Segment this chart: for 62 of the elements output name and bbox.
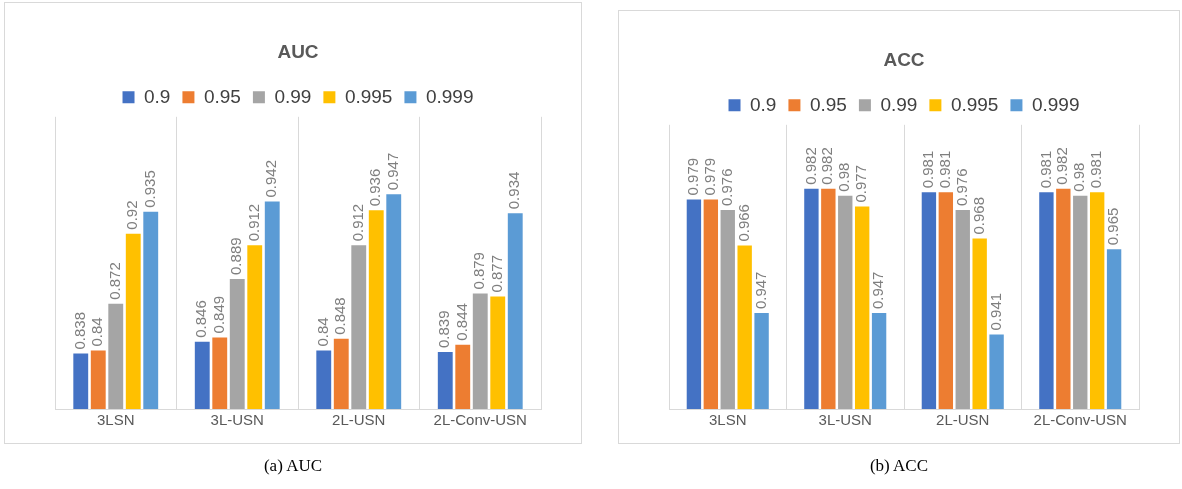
chart-title: ACC	[883, 48, 925, 70]
x-tick-label: 2L-USN	[332, 411, 386, 429]
data-label: 0.947	[869, 271, 887, 310]
data-label: 0.879	[470, 252, 488, 290]
x-tick-label: 2L-Conv-USN	[1033, 411, 1127, 429]
x-tick-label: 3L-USN	[818, 411, 872, 429]
data-label: 0.935	[140, 170, 158, 208]
x-tick-label: 2L-Conv-USN	[433, 411, 527, 429]
data-label: 0.981	[1087, 150, 1105, 189]
data-label: 0.947	[751, 271, 769, 310]
data-label: 0.98	[835, 162, 853, 192]
data-label: 0.912	[348, 203, 366, 242]
data-label: 0.942	[262, 159, 280, 198]
legend-label: 0.9	[144, 85, 171, 107]
data-label: 0.976	[952, 168, 970, 207]
legend-label: 0.999	[425, 85, 474, 107]
chart-title: AUC	[277, 40, 319, 62]
x-tick-label: 3L-USN	[210, 411, 264, 429]
text: (b) ACC	[868, 456, 930, 476]
data-label: 0.982	[818, 147, 836, 185]
data-label: 0.872	[105, 262, 123, 300]
data-label: 0.934	[505, 171, 523, 210]
data-label: 0.839	[435, 310, 453, 349]
data-label: 0.98	[1070, 162, 1088, 192]
data-label: 0.889	[227, 237, 245, 275]
data-label: 0.848	[331, 297, 349, 335]
data-label: 0.84	[88, 317, 106, 347]
legend-label: 0.95	[203, 85, 241, 107]
data-label: 0.977	[852, 164, 870, 203]
data-label: 0.846	[192, 300, 210, 338]
data-label: 0.965	[1104, 207, 1122, 246]
data-label: 0.981	[935, 150, 953, 189]
data-label: 0.981	[919, 150, 937, 189]
x-tick-label: 2L-USN	[936, 411, 990, 429]
data-label: 0.982	[1053, 147, 1071, 185]
data-label: 0.968	[969, 196, 987, 235]
legend-label: 0.995	[344, 85, 393, 107]
data-label: 0.912	[244, 203, 262, 242]
data-label: 0.936	[366, 168, 384, 207]
data-label: 0.92	[123, 200, 141, 230]
data-label: 0.981	[1036, 150, 1054, 189]
x-tick-label: 3LSN	[96, 411, 135, 429]
data-label: 0.844	[452, 303, 470, 341]
legend-label: 0.99	[274, 85, 312, 107]
data-label: 0.979	[684, 157, 702, 196]
data-label: 0.84	[313, 317, 331, 347]
data-label: 0.976	[717, 168, 735, 207]
legend-label: 0.95	[809, 93, 847, 115]
data-label: 0.849	[209, 295, 227, 334]
data-label: 0.979	[700, 157, 718, 196]
data-label: 0.838	[70, 311, 88, 350]
data-label: 0.941	[986, 292, 1004, 331]
x-tick-label: 3LSN	[708, 411, 747, 429]
data-label: 0.877	[487, 254, 505, 293]
legend-label: 0.995	[950, 93, 999, 115]
data-label: 0.982	[801, 147, 819, 185]
data-label: 0.947	[383, 152, 401, 191]
text: (a) AUC	[262, 456, 324, 476]
legend-label: 0.999	[1031, 93, 1080, 115]
legend-label: 0.99	[880, 93, 918, 115]
legend-label: 0.9	[750, 93, 777, 115]
data-label: 0.966	[734, 204, 752, 242]
